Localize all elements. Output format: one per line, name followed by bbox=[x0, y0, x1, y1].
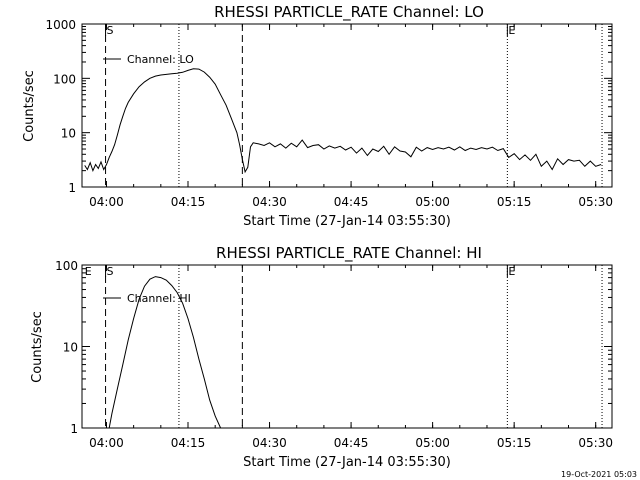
chart-title-lo: RHESSI PARTICLE_RATE Channel: LO bbox=[214, 3, 484, 22]
y-tick-label-hi-0: 1 bbox=[70, 422, 78, 436]
x-tick-label-lo-2: 04:30 bbox=[252, 195, 287, 209]
x-tick-label-hi-1: 04:15 bbox=[171, 436, 206, 450]
chart-title-hi: RHESSI PARTICLE_RATE Channel: HI bbox=[216, 244, 482, 263]
series-line-hi-0 bbox=[108, 276, 222, 429]
x-tick-label-lo-3: 04:45 bbox=[334, 195, 369, 209]
y-tick-label-lo-1: 10 bbox=[61, 127, 76, 141]
y-tick-label-lo-3: 1000 bbox=[45, 18, 76, 32]
plot-area-lo: 04:00 04:15 04:30 04:45 05:00 05:15 05:30 1 10 10… bbox=[45, 18, 613, 209]
x-tick-label-lo-0: 04:00 bbox=[89, 195, 124, 209]
marker-label-lo-1: E bbox=[508, 24, 515, 37]
x-axis-label-hi: Start Time (27-Jan-14 03:55:30) bbox=[243, 455, 451, 470]
x-tick-label-hi-0: 04:00 bbox=[89, 436, 124, 450]
plot-frame-hi bbox=[81, 264, 613, 429]
x-tick-label-hi-6: 05:30 bbox=[578, 436, 613, 450]
x-tick-label-lo-1: 04:15 bbox=[171, 195, 206, 209]
legend-label-lo: Channel: LO bbox=[127, 53, 194, 66]
marker-label-hi-0: E bbox=[85, 265, 92, 278]
series-line-lo-0 bbox=[84, 68, 602, 174]
x-tick-label-lo-5: 05:15 bbox=[497, 195, 532, 209]
y-tick-label-lo-0: 1 bbox=[68, 181, 76, 195]
x-axis-label-lo: Start Time (27-Jan-14 03:55:30) bbox=[243, 214, 451, 229]
x-tick-label-hi-4: 05:00 bbox=[415, 436, 450, 450]
panel-hi: RHESSI PARTICLE_RATE Channel: HI 04:00 04… bbox=[30, 244, 613, 470]
legend-label-hi: Channel: HI bbox=[127, 292, 191, 305]
marker-label-hi-2: E bbox=[508, 265, 515, 278]
x-tick-label-hi-2: 04:30 bbox=[252, 436, 287, 450]
x-tick-label-lo-6: 05:30 bbox=[578, 195, 613, 209]
y-tick-label-hi-1: 10 bbox=[63, 341, 78, 355]
y-axis-label-hi: Counts/sec bbox=[30, 311, 45, 383]
x-tick-label-hi-3: 04:45 bbox=[334, 436, 369, 450]
x-tick-label-hi-5: 05:15 bbox=[497, 436, 532, 450]
panel-lo: RHESSI PARTICLE_RATE Channel: LO 04:00 04… bbox=[22, 3, 613, 229]
y-axis-label-lo: Counts/sec bbox=[22, 70, 37, 142]
y-tick-label-hi-2: 100 bbox=[55, 259, 78, 273]
marker-label-hi-1: S bbox=[107, 265, 114, 278]
plot-area-hi: 04:00 04:15 04:30 04:45 05:00 05:15 05:30 1 10 10… bbox=[55, 259, 613, 450]
x-tick-label-lo-4: 05:00 bbox=[415, 195, 450, 209]
timestamp: 19-Oct-2021 05:03 bbox=[561, 470, 637, 479]
marker-label-lo-0: S bbox=[107, 24, 114, 37]
plot-frame-lo bbox=[81, 23, 613, 188]
y-tick-label-lo-2: 100 bbox=[53, 72, 76, 86]
